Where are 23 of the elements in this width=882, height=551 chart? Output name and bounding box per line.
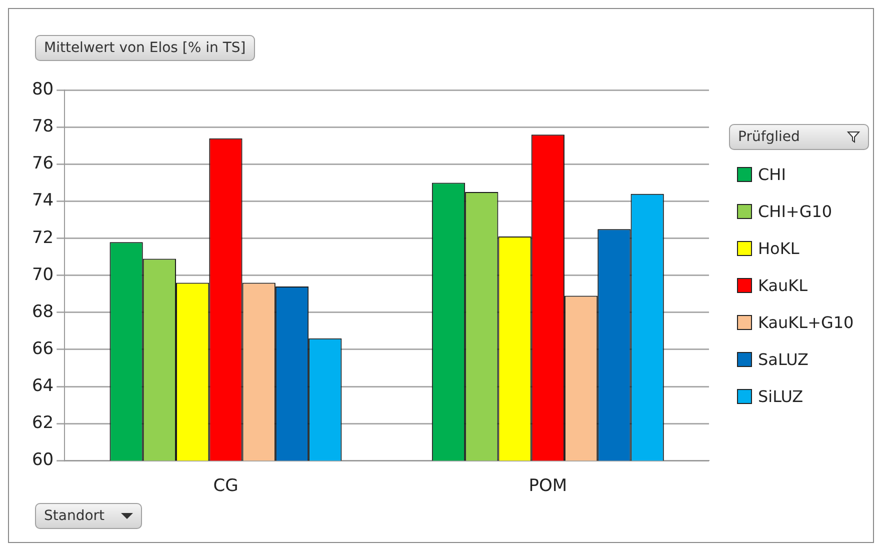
y-tick-label: 66	[32, 338, 54, 359]
legend-label: CHI	[758, 165, 786, 184]
y-tick-label: 70	[32, 264, 54, 285]
y-tick-label: 60	[32, 450, 54, 470]
y-tick-label: 72	[32, 228, 54, 248]
legend-label: SiLUZ	[758, 387, 804, 406]
y-tick-label: 64	[32, 376, 54, 396]
y-tick-label: 78	[32, 116, 54, 137]
legend-label: SaLUZ	[758, 350, 808, 369]
y-tick-label: 74	[32, 190, 54, 211]
y-tick-label: 68	[32, 302, 54, 322]
chart-title: Mittelwert von Elos [% in TS]	[35, 35, 255, 61]
x-tick-label: POM	[528, 476, 568, 496]
y-tick-label: 80	[32, 80, 54, 100]
legend-label: HoKL	[758, 239, 800, 258]
x-axis-title: Standort	[44, 508, 105, 524]
legend-label: CHI+G10	[758, 202, 832, 221]
legend-label: KauKL	[758, 276, 808, 295]
y-tick-label: 62	[32, 412, 54, 433]
legend-label: KauKL+G10	[758, 313, 854, 332]
y-tick-label: 76	[32, 154, 54, 174]
x-tick-label: CG	[213, 476, 238, 496]
legend-title: Prüfglied	[738, 129, 800, 145]
